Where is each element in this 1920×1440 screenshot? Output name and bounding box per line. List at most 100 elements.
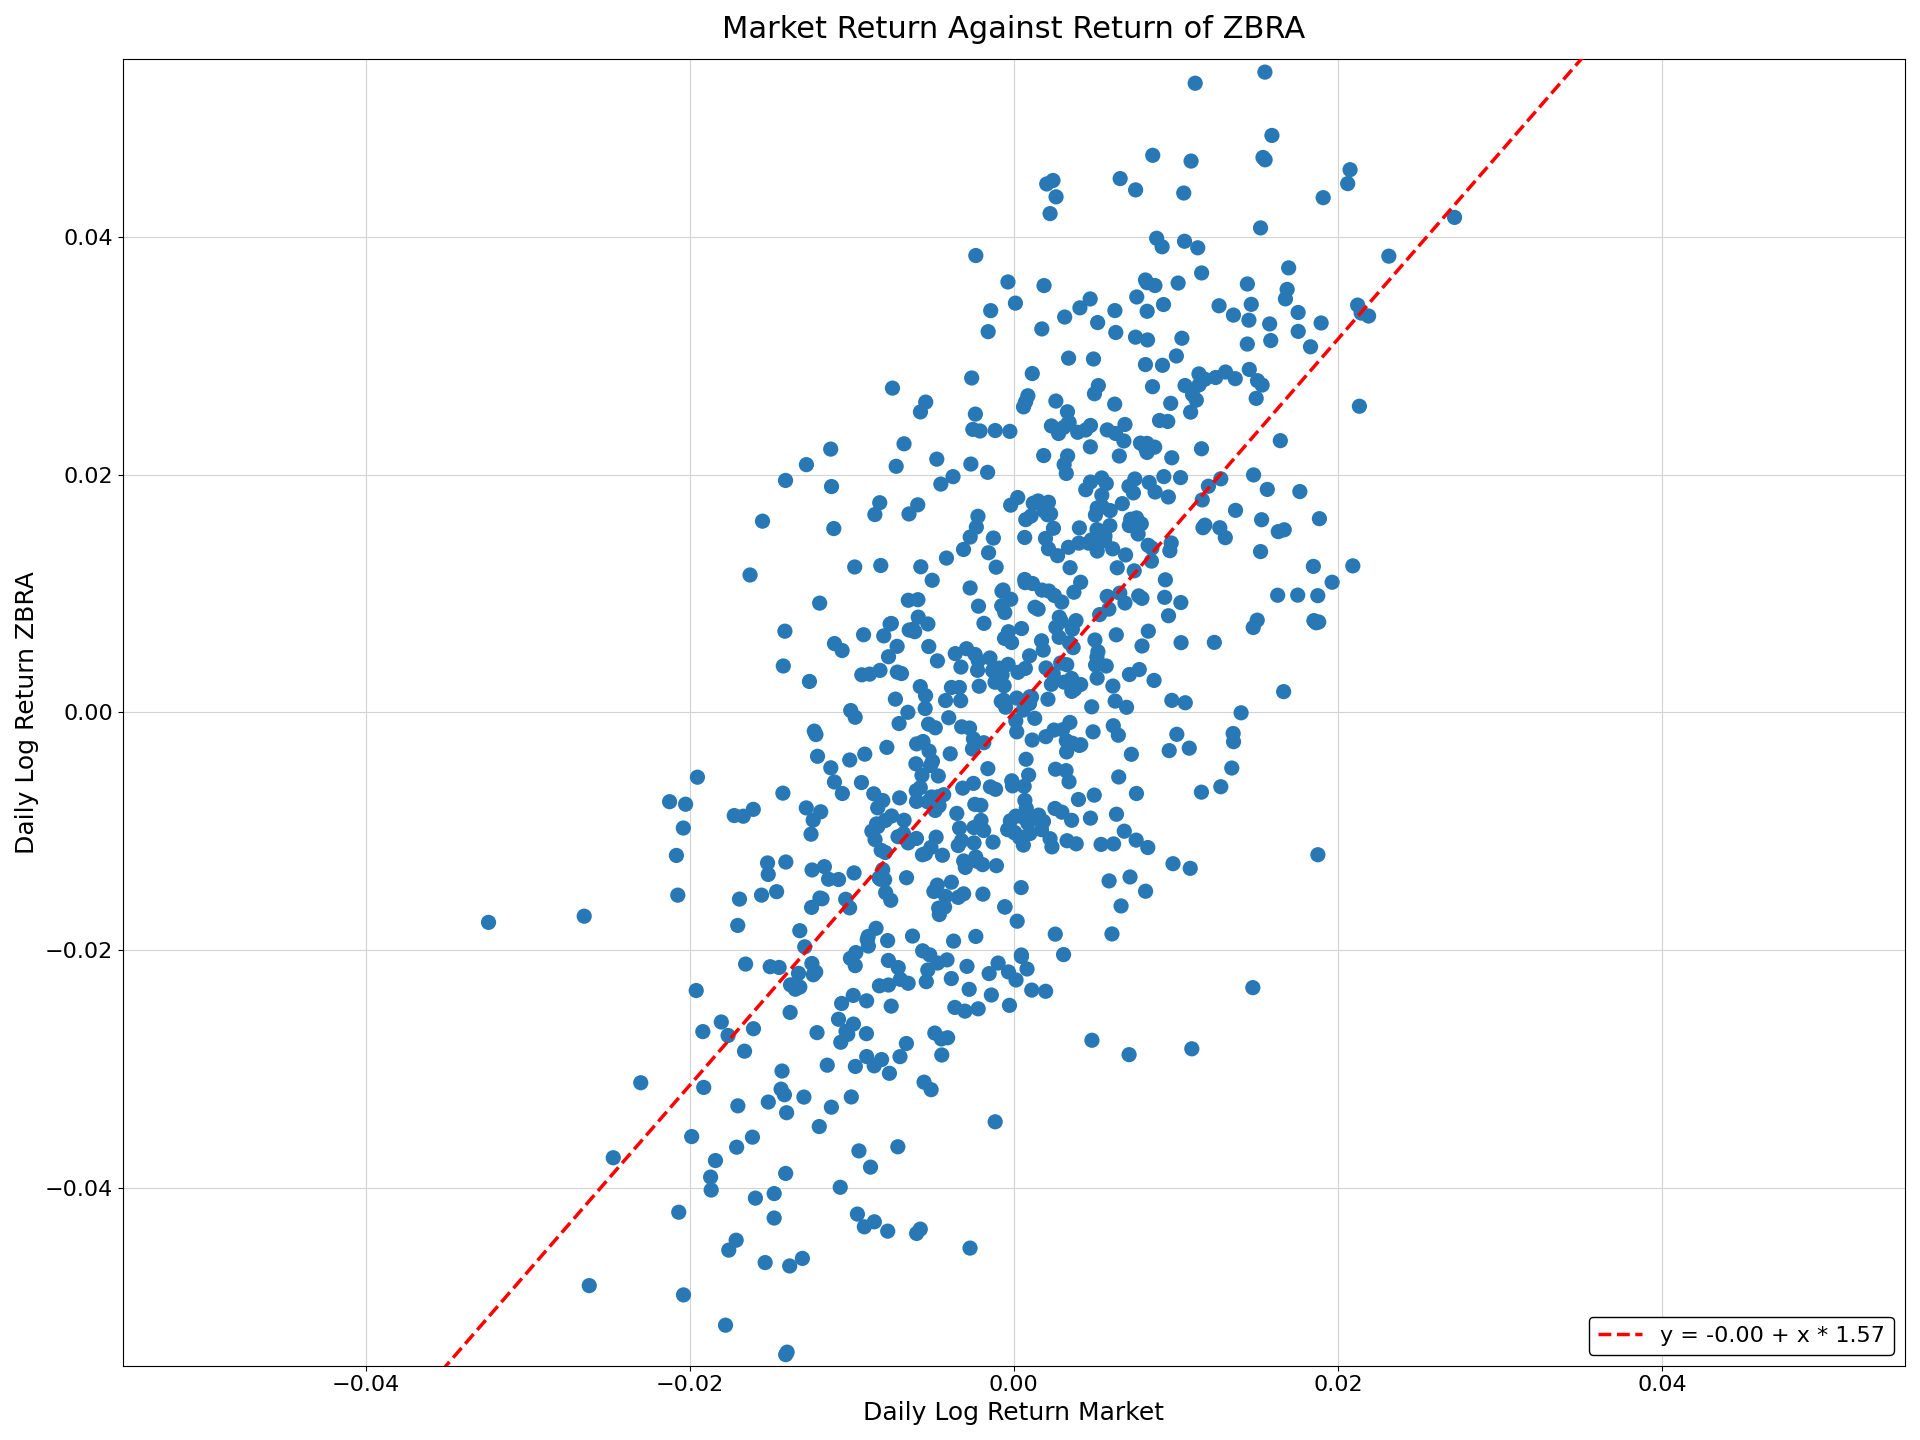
Point [1035, 202, 1066, 225]
Point [1217, 304, 1248, 327]
Point [1110, 413, 1140, 436]
Point [866, 554, 897, 577]
Point [985, 690, 1016, 713]
Point [872, 1220, 902, 1243]
Point [1156, 531, 1187, 554]
Point [881, 661, 912, 684]
Point [1373, 245, 1404, 268]
Point [1046, 609, 1077, 632]
Point [1014, 644, 1044, 667]
Point [1029, 274, 1060, 297]
Point [1010, 508, 1041, 531]
Point [918, 880, 948, 903]
Point [1098, 674, 1129, 697]
Point [804, 887, 835, 910]
Point [1031, 657, 1062, 680]
Point [1242, 609, 1273, 632]
Point [1204, 294, 1235, 317]
Point [1332, 173, 1363, 196]
Point [954, 978, 985, 1001]
Point [1100, 321, 1131, 344]
Point [987, 595, 1018, 618]
Point [1091, 472, 1121, 495]
Point [766, 1077, 797, 1100]
Point [939, 996, 970, 1020]
Point [1169, 691, 1200, 714]
Point [1308, 186, 1338, 209]
Point [945, 675, 975, 698]
Point [687, 1020, 718, 1043]
Point [872, 929, 902, 952]
Point [1014, 685, 1044, 708]
Point [839, 556, 870, 579]
Point [1164, 272, 1194, 295]
Point [1052, 829, 1083, 852]
Point [1198, 631, 1229, 654]
Point [730, 952, 760, 975]
Point [1018, 729, 1048, 752]
Point [1033, 537, 1064, 560]
Point [1121, 507, 1152, 530]
Point [995, 494, 1025, 517]
Point [1210, 526, 1240, 549]
Point [866, 868, 897, 891]
Point [995, 994, 1025, 1017]
Point [916, 785, 947, 808]
Point [1094, 500, 1125, 523]
Point [1050, 462, 1081, 485]
Point [1217, 756, 1248, 779]
Point [803, 744, 833, 768]
Point [1183, 236, 1213, 259]
Point [1008, 805, 1039, 828]
Point [1066, 733, 1096, 756]
Point [912, 959, 943, 982]
Point [1060, 609, 1091, 632]
Point [1048, 671, 1079, 694]
Point [1100, 690, 1131, 713]
Point [797, 896, 828, 919]
Point [1119, 179, 1150, 202]
Point [900, 733, 931, 756]
Point [1156, 688, 1187, 711]
Point [1075, 435, 1106, 458]
Legend: y = -0.00 + x * 1.57: y = -0.00 + x * 1.57 [1590, 1316, 1893, 1355]
Point [916, 755, 947, 778]
Point [826, 1176, 856, 1200]
Point [1002, 661, 1033, 684]
Point [1052, 400, 1083, 423]
Point [1246, 508, 1277, 531]
Point [931, 949, 962, 972]
Point [975, 300, 1006, 323]
Point [987, 579, 1018, 602]
Point [851, 1022, 881, 1045]
Point [843, 1139, 874, 1162]
Point [682, 979, 712, 1002]
Point [758, 1207, 789, 1230]
Point [803, 1021, 833, 1044]
Point [1192, 475, 1223, 498]
Point [1087, 484, 1117, 507]
Point [1006, 943, 1037, 966]
Point [1037, 415, 1068, 438]
Point [1108, 492, 1139, 516]
Point [772, 1102, 803, 1125]
Point [791, 454, 822, 477]
Point [860, 917, 891, 940]
Point [1064, 734, 1094, 757]
Point [1225, 701, 1256, 724]
Point [933, 706, 964, 729]
Point [914, 635, 945, 658]
Point [1052, 740, 1083, 763]
Point [864, 491, 895, 514]
Point [1016, 504, 1046, 527]
Point [858, 782, 889, 805]
Point [975, 775, 1006, 798]
Point [1058, 618, 1089, 641]
Point [806, 887, 837, 910]
Point [1010, 657, 1041, 680]
Point [966, 793, 996, 816]
Point [668, 1283, 699, 1306]
Point [891, 867, 922, 890]
Point [852, 924, 883, 948]
Point [864, 660, 895, 683]
